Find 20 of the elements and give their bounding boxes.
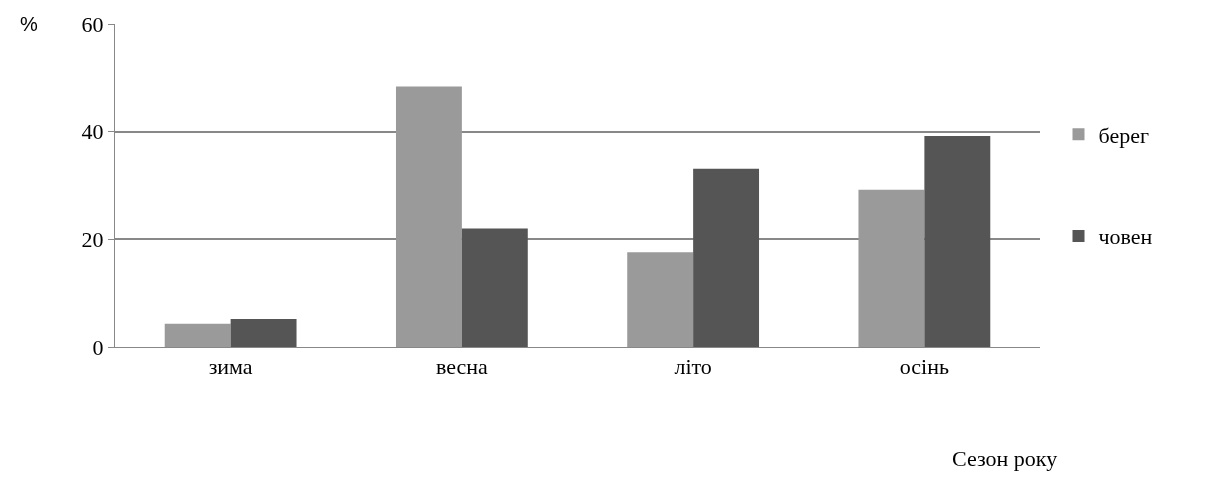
bar xyxy=(164,323,231,347)
legend-label: берег xyxy=(1098,122,1149,148)
bar xyxy=(461,228,528,347)
x-tick-label: весна xyxy=(435,354,489,380)
bar xyxy=(693,168,760,347)
bar xyxy=(395,86,462,347)
x-tick-label: літо xyxy=(674,354,712,380)
y-tick-label: 40 xyxy=(81,119,104,145)
x-tick-label: осінь xyxy=(899,354,949,380)
bar xyxy=(627,252,694,347)
bar xyxy=(230,319,297,347)
bar xyxy=(858,189,925,347)
y-axis-title: % xyxy=(20,13,38,35)
y-tick-label: 20 xyxy=(81,227,104,253)
y-tick-label: 60 xyxy=(81,11,104,37)
x-tick-label: зима xyxy=(208,354,253,380)
x-axis-title: Сезон року xyxy=(952,446,1058,471)
y-tick-label: 0 xyxy=(92,334,104,360)
bar xyxy=(924,135,991,347)
legend-label: човен xyxy=(1098,224,1153,250)
